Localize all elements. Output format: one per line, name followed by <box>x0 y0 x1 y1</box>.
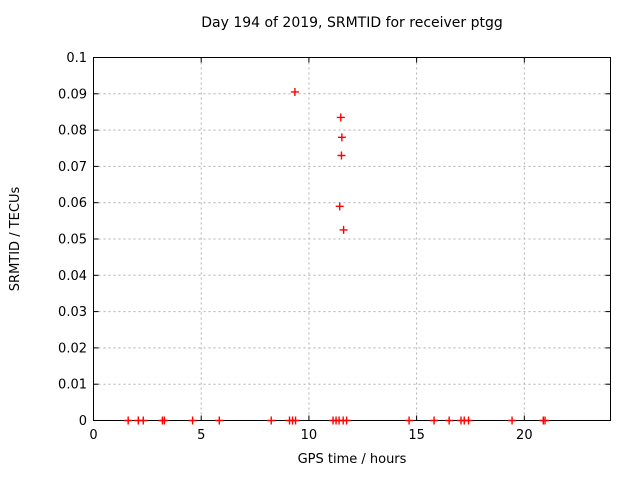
y-tick-label: 0.05 <box>58 233 87 248</box>
data-point-marker <box>160 416 169 425</box>
data-point-marker <box>508 416 517 425</box>
y-tick-label: 0 <box>79 414 87 429</box>
data-point-marker <box>335 202 344 211</box>
x-tick-label: 15 <box>408 428 425 443</box>
x-tick-label: 20 <box>516 428 533 443</box>
x-tick-label: 5 <box>197 428 205 443</box>
data-point-marker <box>124 416 133 425</box>
axis-tick-labels: 0 5 10 15 20 0 0.01 0.02 0.03 0.04 0.05 0.06 0.07 0.0… <box>58 51 533 443</box>
x-tick-label: 0 <box>89 428 97 443</box>
data-point-marker <box>139 416 148 425</box>
data-points <box>124 87 550 425</box>
data-point-marker <box>464 416 473 425</box>
data-point-marker <box>342 416 351 425</box>
y-axis-label: SRMTID / TECUs <box>8 187 23 292</box>
data-point-marker <box>445 416 454 425</box>
data-point-marker <box>405 416 414 425</box>
x-tick-label: 10 <box>301 428 318 443</box>
plot-border <box>93 57 611 421</box>
data-point-marker <box>337 133 346 142</box>
data-point-marker <box>337 151 346 160</box>
x-axis-label: GPS time / hours <box>298 452 407 467</box>
data-point-marker <box>339 225 348 234</box>
y-tick-label: 0.08 <box>58 124 87 139</box>
y-tick-label: 0.06 <box>58 196 87 211</box>
data-point-marker <box>267 416 276 425</box>
data-point-marker <box>291 416 300 425</box>
chart-title: Day 194 of 2019, SRMTID for receiver ptg… <box>201 15 503 31</box>
axis-tick-marks <box>93 57 611 421</box>
data-point-marker <box>430 416 439 425</box>
y-tick-label: 0.1 <box>66 51 87 66</box>
data-point-marker <box>290 87 299 96</box>
data-point-marker <box>541 416 550 425</box>
y-tick-label: 0.02 <box>58 341 87 356</box>
y-tick-label: 0.03 <box>58 305 87 320</box>
data-point-marker <box>215 416 224 425</box>
gridlines <box>93 57 611 421</box>
y-tick-label: 0.09 <box>58 87 87 102</box>
data-point-marker <box>188 416 197 425</box>
y-tick-label: 0.01 <box>58 378 87 393</box>
y-tick-label: 0.04 <box>58 269 87 284</box>
data-point-marker <box>336 113 345 122</box>
y-tick-label: 0.07 <box>58 160 87 175</box>
